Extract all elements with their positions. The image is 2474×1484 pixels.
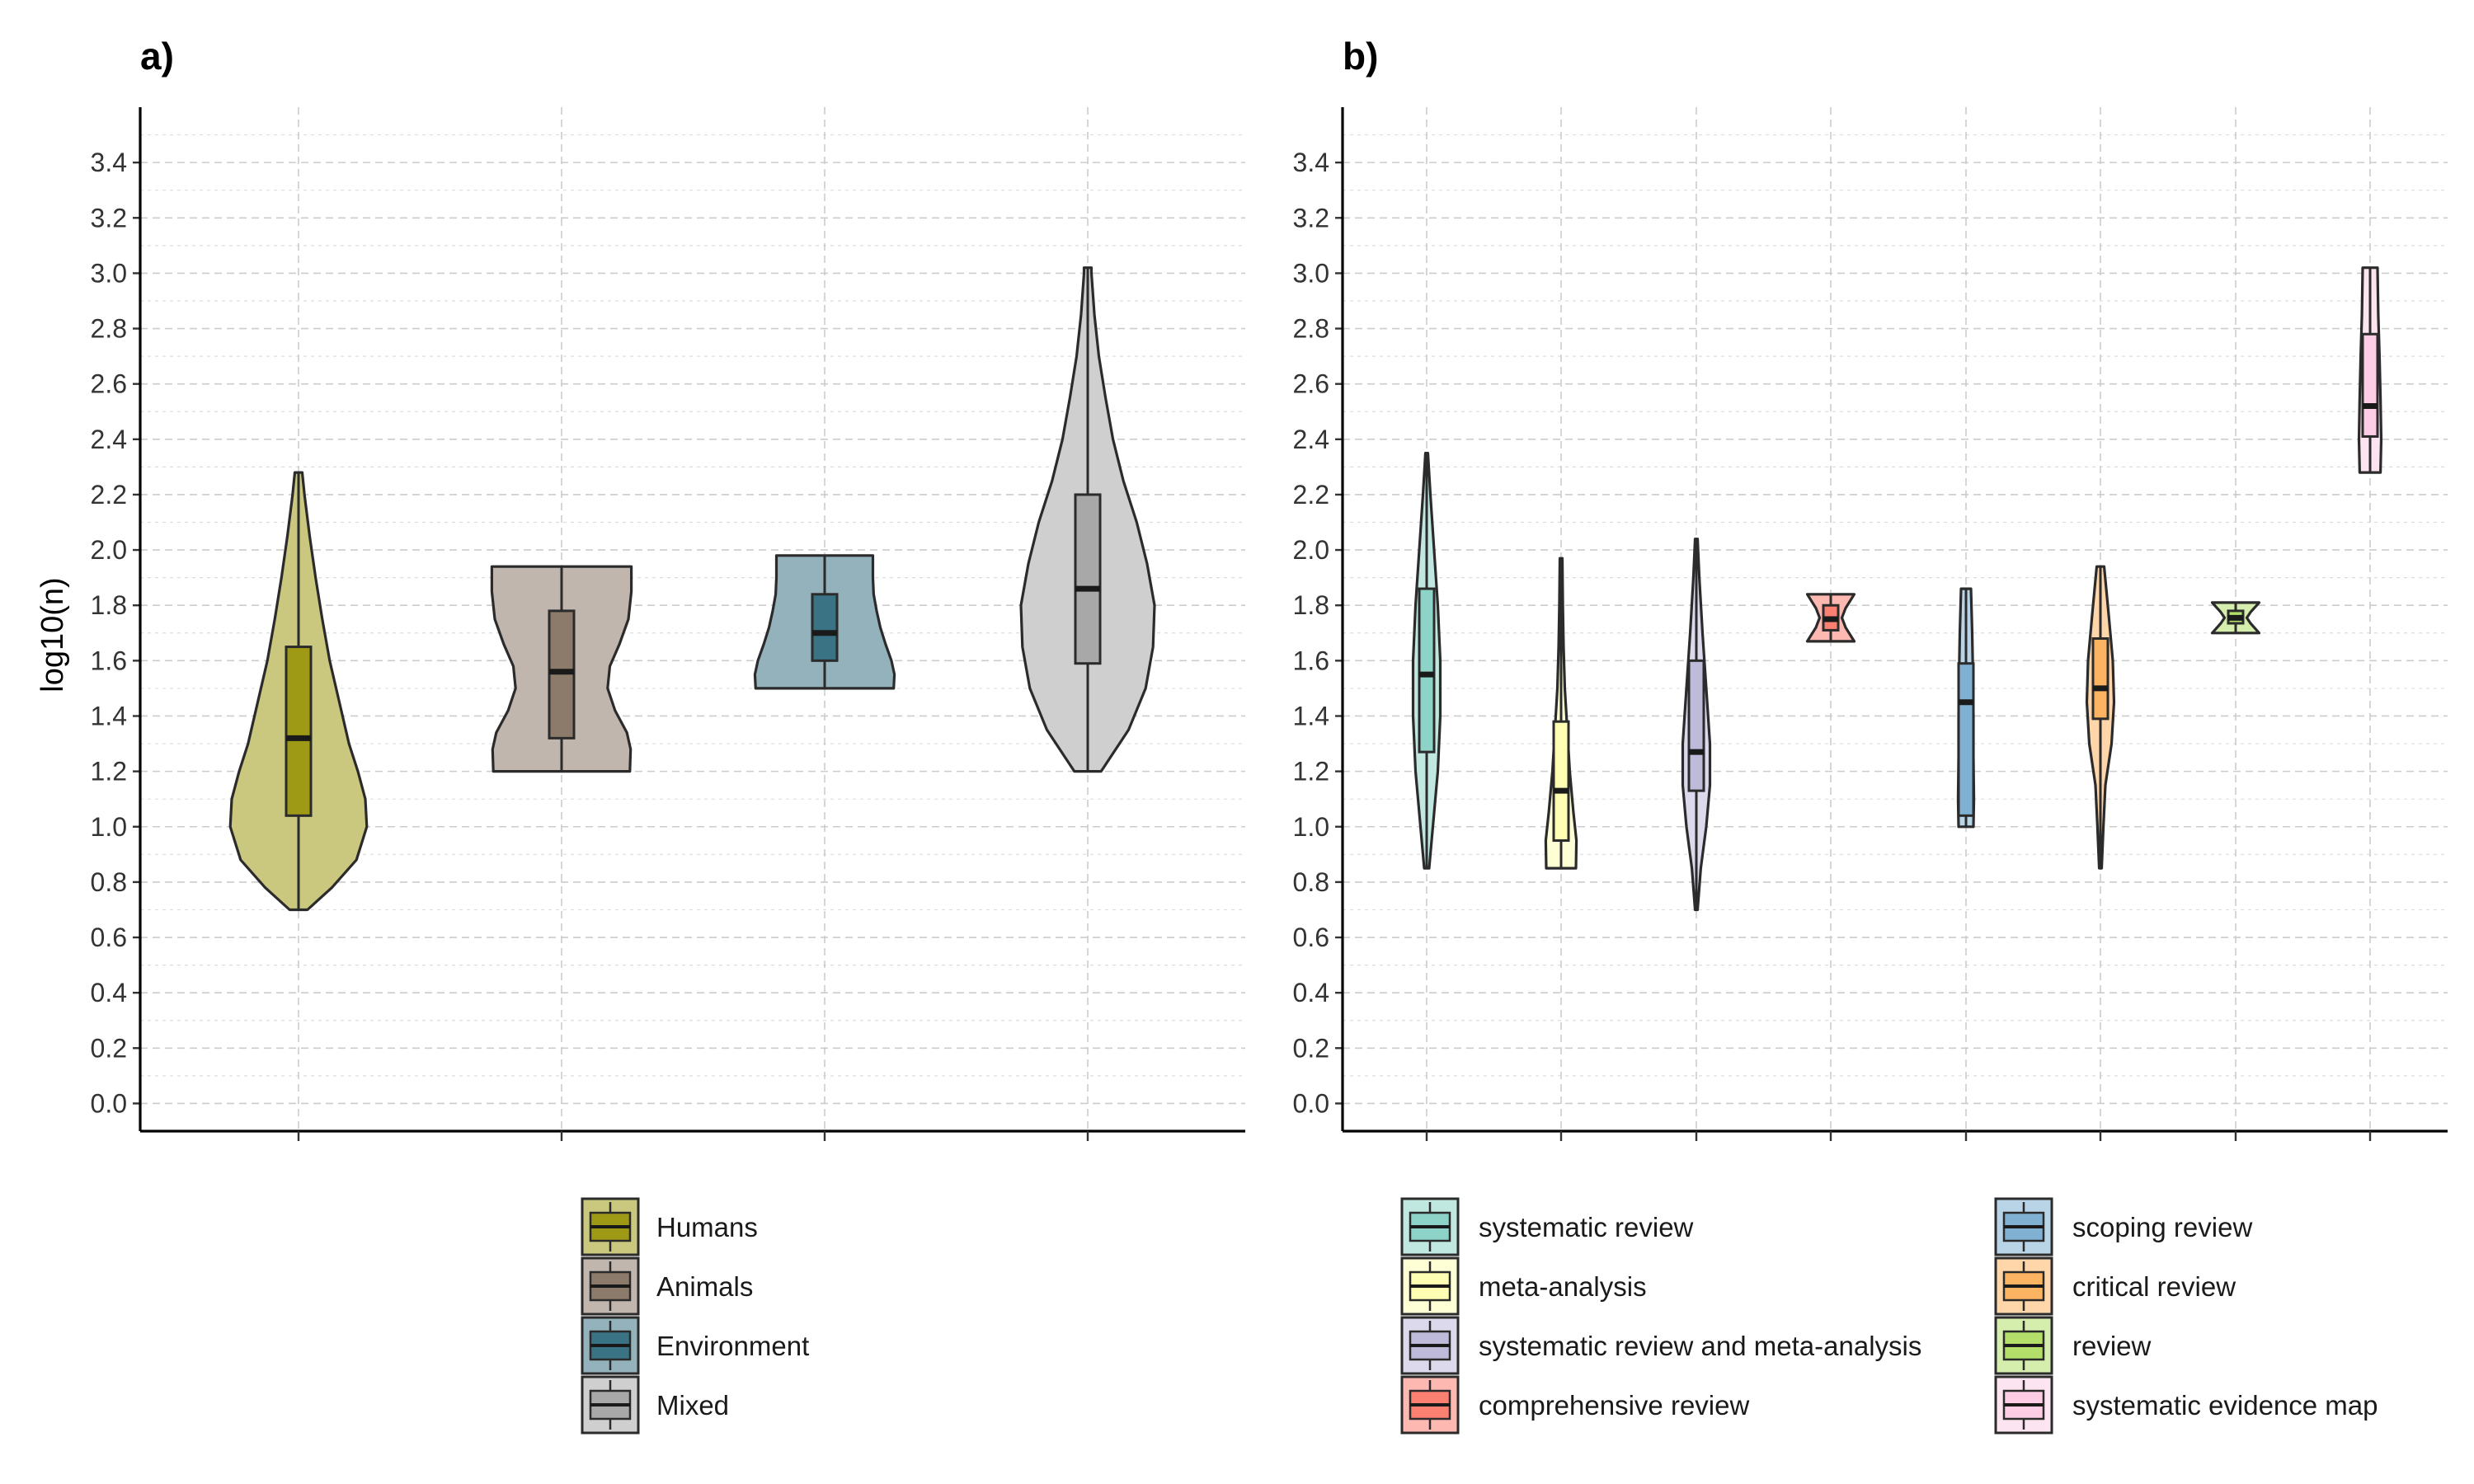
panel-a-label: a) (140, 35, 174, 77)
legend-label: critical review (2072, 1271, 2236, 1302)
y-tick-label: 1.6 (91, 646, 127, 675)
y-tick-label: 1.8 (91, 590, 127, 620)
legend-label: Humans (656, 1212, 758, 1242)
panel-a-legend: Humans Animals Environment Mixed (581, 1197, 809, 1435)
panel-b-axes (1341, 107, 2448, 1141)
y-tick-label: 0.2 (1293, 1033, 1329, 1063)
y-tick-label: 2.2 (91, 480, 127, 510)
box-iqr (1552, 720, 1570, 843)
box-iqr (811, 593, 839, 662)
panel-a: a) log10(n) 0.0 0.2 0.4 0.6 0.8 1.0 1.2 1.4 1.6 1… (35, 35, 1245, 1435)
y-tick-label: 0.2 (91, 1033, 127, 1063)
y-tick-label: 0.4 (91, 978, 127, 1007)
y-tick-label: 1.6 (1293, 646, 1329, 675)
y-tick-label: 1.2 (1293, 757, 1329, 787)
y-tick-label: 0.6 (1293, 923, 1329, 952)
y-tick-label: 3.4 (1293, 148, 1329, 177)
box-iqr (2091, 636, 2109, 721)
box-iqr (1957, 662, 1975, 817)
y-tick-label: 1.0 (91, 812, 127, 842)
y-tick-label: 0.4 (1293, 978, 1329, 1007)
y-tick-label: 2.8 (1293, 314, 1329, 344)
panel-a-violins (228, 266, 1156, 912)
y-tick-label: 2.0 (91, 535, 127, 565)
y-tick-label: 2.4 (91, 425, 127, 454)
panel-a-y-ticks: 0.0 0.2 0.4 0.6 0.8 1.0 1.2 1.4 1.6 1.8 2.0 2.2 2.4 2… (91, 148, 140, 1118)
y-tick-label: 2.4 (1293, 425, 1329, 454)
y-tick-label: 3.2 (91, 203, 127, 232)
panel-b: b) 0.0 0.2 0.4 0.6 0.8 1.0 1.2 1.4 1.6 1.8 2.0 2.2 2… (1293, 35, 2448, 1435)
legend-label: Animals (656, 1271, 753, 1302)
y-tick-label: 0.8 (1293, 867, 1329, 897)
y-tick-label: 3.0 (91, 258, 127, 288)
panel-b-legend: systematic review meta-analysis systematic… (1400, 1197, 2378, 1435)
legend-label: Mixed (656, 1390, 729, 1421)
panel-a-axes (139, 107, 1245, 1141)
y-tick-label: 1.4 (91, 701, 127, 730)
legend-label: comprehensive review (1479, 1390, 1749, 1421)
panel-b-violins (1411, 266, 2383, 912)
y-tick-label: 2.8 (91, 314, 127, 344)
legend-label: review (2072, 1331, 2152, 1361)
y-tick-label: 2.2 (1293, 480, 1329, 510)
y-tick-label: 3.2 (1293, 203, 1329, 232)
y-tick-label: 1.0 (1293, 812, 1329, 842)
y-tick-label: 2.6 (1293, 369, 1329, 399)
box-iqr (1074, 493, 1102, 665)
y-tick-label: 0.0 (1293, 1088, 1329, 1118)
y-tick-label: 3.4 (91, 148, 127, 177)
box-iqr (2361, 332, 2379, 438)
y-tick-label: 1.8 (1293, 590, 1329, 620)
panel-b-y-ticks: 0.0 0.2 0.4 0.6 0.8 1.0 1.2 1.4 1.6 1.8 2.0 2.2 2.4 2… (1293, 148, 1343, 1118)
y-tick-label: 0.6 (91, 923, 127, 952)
legend-label: systematic review and meta-analysis (1479, 1331, 1921, 1361)
y-axis-title: log10(n) (35, 577, 70, 692)
legend-label: systematic review (1479, 1212, 1694, 1242)
box-iqr (285, 646, 313, 817)
legend-label: scoping review (2072, 1212, 2252, 1242)
y-tick-label: 1.2 (91, 757, 127, 787)
legend-label: Environment (656, 1331, 809, 1361)
legend-label: meta-analysis (1479, 1271, 1647, 1302)
legend-label: systematic evidence map (2072, 1390, 2378, 1421)
y-tick-label: 0.8 (91, 867, 127, 897)
y-tick-label: 1.4 (1293, 701, 1329, 730)
y-tick-label: 0.0 (91, 1088, 127, 1118)
y-tick-label: 2.6 (91, 369, 127, 399)
y-tick-label: 2.0 (1293, 535, 1329, 565)
panel-b-label: b) (1343, 35, 1378, 77)
box-iqr (1418, 587, 1436, 754)
y-tick-label: 3.0 (1293, 258, 1329, 288)
panel-b-grid (1343, 107, 2448, 1132)
box-iqr (1687, 659, 1705, 792)
